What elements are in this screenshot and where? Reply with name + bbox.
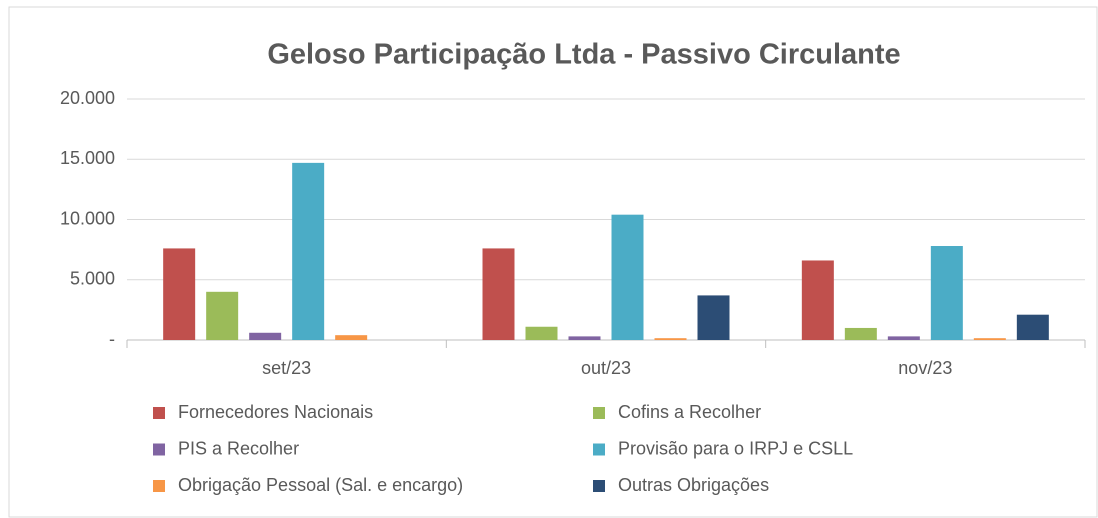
bar — [887, 336, 920, 340]
y-tick-label: 20.000 — [60, 88, 115, 108]
bar — [801, 260, 834, 340]
y-tick-label: 5.000 — [70, 269, 115, 289]
bar — [697, 295, 730, 340]
x-tick-label: set/23 — [262, 358, 311, 378]
y-tick-label: 15.000 — [60, 148, 115, 168]
legend-label: PIS a Recolher — [178, 438, 299, 458]
legend-swatch — [593, 443, 605, 456]
legend-swatch — [153, 407, 165, 419]
bar — [163, 248, 196, 340]
bar — [611, 214, 644, 340]
legend-swatch — [153, 480, 165, 492]
legend-label: Outras Obrigações — [618, 475, 769, 495]
bar — [930, 246, 963, 340]
chart-title: Geloso Participação Ltda - Passivo Circu… — [267, 39, 900, 71]
bar — [1016, 314, 1049, 340]
legend-swatch — [593, 480, 605, 492]
legend-label: Fornecedores Nacionais — [178, 402, 373, 422]
bar — [973, 338, 1006, 340]
legend-label: Provisão para o IRPJ e CSLL — [618, 438, 853, 458]
bar — [525, 326, 558, 340]
y-tick-label: 10.000 — [60, 208, 115, 228]
bar — [292, 162, 325, 340]
y-tick-label: - — [109, 329, 115, 349]
legend-swatch — [593, 407, 605, 419]
legend-swatch — [153, 443, 165, 456]
legend-label: Cofins a Recolher — [618, 402, 761, 422]
x-tick-label: out/23 — [581, 358, 631, 378]
bar — [249, 332, 282, 340]
legend-label: Obrigação Pessoal (Sal. e encargo) — [178, 475, 463, 495]
bar — [654, 338, 687, 340]
bar — [335, 335, 368, 340]
bar — [844, 327, 877, 340]
bar — [206, 291, 239, 340]
bar — [568, 336, 601, 340]
x-tick-label: nov/23 — [898, 358, 952, 378]
bar — [482, 248, 515, 340]
